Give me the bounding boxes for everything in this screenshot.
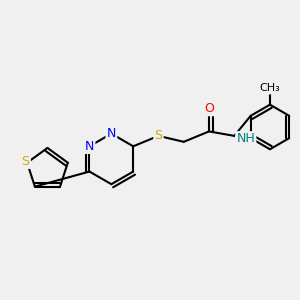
Text: CH₃: CH₃ bbox=[260, 83, 280, 93]
Text: O: O bbox=[204, 102, 214, 115]
Text: NH: NH bbox=[236, 132, 255, 146]
Text: S: S bbox=[22, 155, 30, 168]
Text: S: S bbox=[154, 129, 163, 142]
Text: N: N bbox=[85, 140, 94, 153]
Text: N: N bbox=[107, 127, 116, 140]
